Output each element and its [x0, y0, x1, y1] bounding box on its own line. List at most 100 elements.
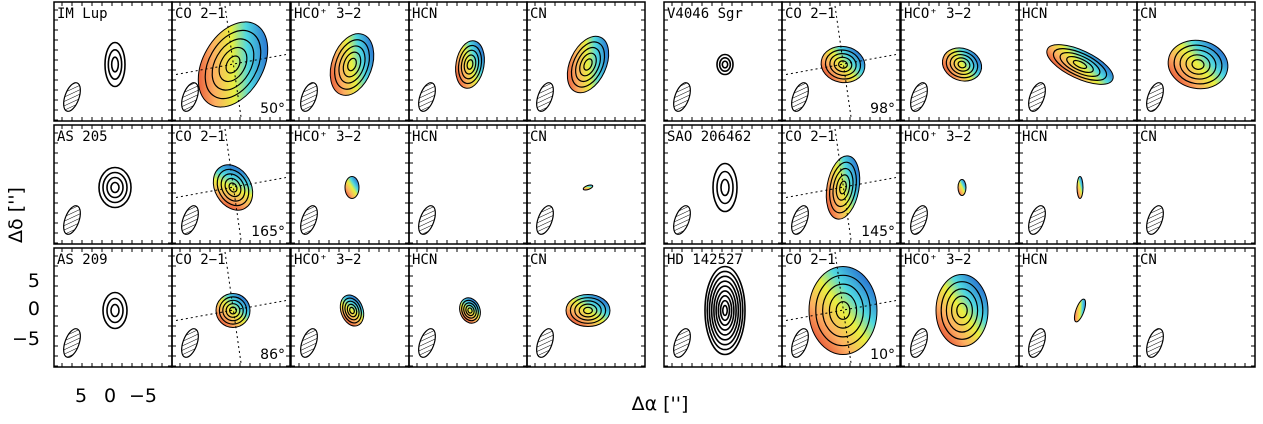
beam	[907, 327, 930, 360]
beam	[297, 81, 320, 114]
velocity-map	[1077, 177, 1083, 199]
beam	[415, 81, 438, 114]
panel: 165° CO 2−1	[172, 125, 290, 244]
panel: HCO⁺ 3−2	[901, 248, 1019, 367]
line-label: CO 2−1	[175, 129, 226, 145]
panel: AS 205	[54, 125, 172, 244]
beam	[297, 204, 320, 237]
velocity-map	[216, 294, 250, 328]
panel: HCN	[1019, 248, 1137, 367]
position-angle: 50°	[260, 101, 285, 117]
velocity-map	[936, 275, 988, 347]
panel: HCN	[1019, 125, 1137, 244]
panel: HD 142527	[664, 248, 782, 367]
contour	[108, 50, 121, 79]
panel: AS 209	[54, 248, 172, 367]
panel: HCO⁺ 3−2	[901, 2, 1019, 121]
contour	[107, 178, 123, 198]
beam	[178, 204, 201, 237]
source-label: IM Lup	[57, 6, 108, 22]
source-label: V4046 Sgr	[667, 6, 743, 22]
beam	[178, 327, 201, 360]
beam	[1143, 81, 1166, 114]
line-label: HCN	[412, 252, 437, 268]
contour	[707, 271, 743, 349]
beam	[670, 81, 693, 114]
line-label: HCO⁺ 3−2	[904, 129, 971, 145]
beam	[297, 327, 320, 360]
source-label: SAO 206462	[667, 129, 751, 145]
x-tick-label: −5	[129, 385, 157, 407]
x-tick-label: 5	[75, 385, 87, 407]
beam	[670, 327, 693, 360]
velocity-map	[809, 267, 877, 355]
line-label: CO 2−1	[175, 6, 226, 22]
beam	[788, 327, 811, 360]
y-tick-label: 0	[28, 298, 40, 320]
line-label: CN	[1140, 129, 1157, 145]
beam	[788, 81, 811, 114]
panel: HCN	[409, 2, 527, 121]
panel: 98° CO 2−1	[782, 2, 900, 121]
beam	[1025, 81, 1048, 114]
velocity-map	[1041, 37, 1118, 93]
line-label: HCN	[412, 129, 437, 145]
beam	[1143, 327, 1166, 360]
contour	[111, 183, 119, 193]
panel: CN	[527, 125, 645, 244]
panel: HCO⁺ 3−2	[901, 125, 1019, 244]
line-label: CN	[1140, 6, 1157, 22]
position-angle: 165°	[251, 224, 285, 240]
line-label: HCO⁺ 3−2	[904, 6, 971, 22]
panel: V4046 Sgr	[664, 2, 782, 121]
line-label: HCO⁺ 3−2	[294, 252, 361, 268]
y-tick-label: −5	[12, 328, 40, 350]
line-label: CO 2−1	[175, 252, 226, 268]
source-label: AS 209	[57, 252, 108, 268]
velocity-map	[958, 180, 966, 196]
line-label: HCO⁺ 3−2	[904, 252, 971, 268]
beam	[415, 327, 438, 360]
panel: 10°CO 2−1	[782, 248, 900, 367]
line-label: CN	[530, 6, 547, 22]
contour	[723, 306, 727, 316]
beam	[1143, 204, 1166, 237]
y-tick-label: 5	[28, 270, 40, 292]
position-angle: 98°	[870, 101, 895, 117]
beam	[533, 204, 556, 237]
line-label: HCO⁺ 3−2	[294, 6, 361, 22]
line-label: CO 2−1	[785, 6, 836, 22]
line-label: CO 2−1	[785, 129, 836, 145]
contour	[720, 58, 731, 71]
contour	[107, 299, 123, 323]
velocity-map	[205, 158, 260, 218]
source-label: HD 142527	[667, 252, 743, 268]
line-label: HCN	[1022, 6, 1047, 22]
position-angle: 10°	[870, 347, 895, 363]
line-label: CN	[530, 129, 547, 145]
panel: HCN	[1019, 2, 1137, 121]
velocity-map	[322, 28, 381, 102]
beam	[60, 81, 83, 114]
velocity-map	[583, 184, 594, 191]
panel: 50° CO 2−1	[172, 2, 290, 121]
panel: CN	[1137, 248, 1255, 367]
position-angle: 145°	[861, 224, 895, 240]
beam	[533, 327, 556, 360]
contour	[722, 61, 727, 68]
velocity-map	[1072, 298, 1088, 323]
line-label: HCN	[1022, 252, 1047, 268]
panel: HCO⁺ 3−2	[291, 248, 409, 367]
position-angle: 86°	[260, 347, 285, 363]
beam	[60, 204, 83, 237]
velocity-map	[559, 30, 617, 100]
line-label: CN	[530, 252, 547, 268]
panel: CN	[1137, 2, 1255, 121]
line-label: HCN	[1022, 129, 1047, 145]
contour	[111, 305, 119, 317]
line-label: CN	[1140, 252, 1157, 268]
panel: CN	[1137, 125, 1255, 244]
line-label: HCO⁺ 3−2	[294, 129, 361, 145]
panel: CN	[527, 2, 645, 121]
beam	[907, 81, 930, 114]
